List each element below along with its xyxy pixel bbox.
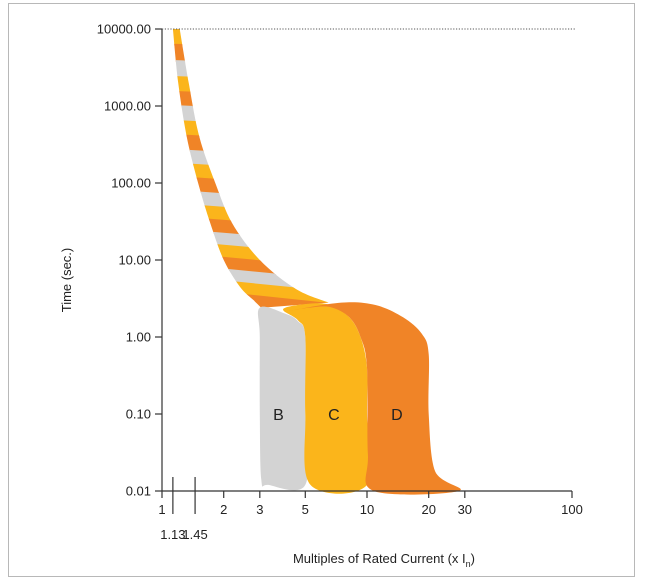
x-tick-label: 30	[458, 502, 472, 517]
thermal-stripe-b	[172, 147, 329, 188]
y-tick-label: 0.01	[126, 484, 151, 499]
series-label-c: C	[328, 407, 340, 424]
thermal-stripe-d	[172, 132, 329, 173]
thermal-stripe-d	[172, 214, 329, 262]
x-tick-label: 100	[561, 502, 583, 517]
x-secondary-tick-label: 1.13	[160, 527, 185, 542]
thermal-stripe-b	[172, 104, 329, 140]
y-axis-title: Time (sec.)	[59, 248, 74, 313]
x-tick-label: 1	[158, 502, 165, 517]
thermal-stripe-c	[172, 75, 329, 108]
x-tick-label: 2	[220, 502, 227, 517]
thermal-stripe-b	[172, 59, 329, 91]
thermal-stripe-d	[172, 284, 329, 308]
thermal-stripe-d	[172, 250, 329, 303]
thermal-stripe-d	[172, 43, 329, 73]
x-axis-title: Multiples of Rated Current (x In)	[293, 551, 475, 569]
thermal-stripe-d	[172, 90, 329, 123]
y-tick-label: 100.00	[111, 176, 151, 191]
chart-labels: 0.01 0.10 1.00 10.00 100.00 1000.00 10000.00 1 2…	[59, 22, 583, 570]
y-tick-label: 10000.00	[97, 22, 151, 37]
thermal-stripe-c	[172, 29, 329, 55]
curve-region-c	[283, 303, 372, 494]
curve-region-d	[288, 302, 461, 495]
thermal-stripe-c	[172, 238, 329, 290]
thermal-band	[172, 29, 329, 308]
x-secondary-tick-label: 1.45	[182, 527, 207, 542]
x-tick-label: 5	[302, 502, 309, 517]
thermal-stripe-c	[172, 273, 329, 308]
thermal-stripe-c	[172, 118, 329, 156]
thermal-stripe-b	[172, 29, 329, 38]
curve-region-b	[257, 306, 309, 491]
series-label-d: D	[391, 407, 403, 424]
y-tick-label: 0.10	[126, 407, 151, 422]
x-tick-label: 3	[256, 502, 263, 517]
series-label-b: B	[273, 407, 284, 424]
chart-bands	[172, 29, 461, 495]
thermal-stripe-b	[172, 226, 329, 276]
thermal-stripe-b	[172, 261, 329, 308]
x-tick-label: 20	[421, 502, 435, 517]
x-tick-label: 10	[360, 502, 374, 517]
y-tick-label: 1.00	[126, 330, 151, 345]
chart-axes	[155, 28, 576, 514]
y-tick-label: 1000.00	[104, 99, 151, 114]
y-tick-label: 10.00	[118, 253, 151, 268]
